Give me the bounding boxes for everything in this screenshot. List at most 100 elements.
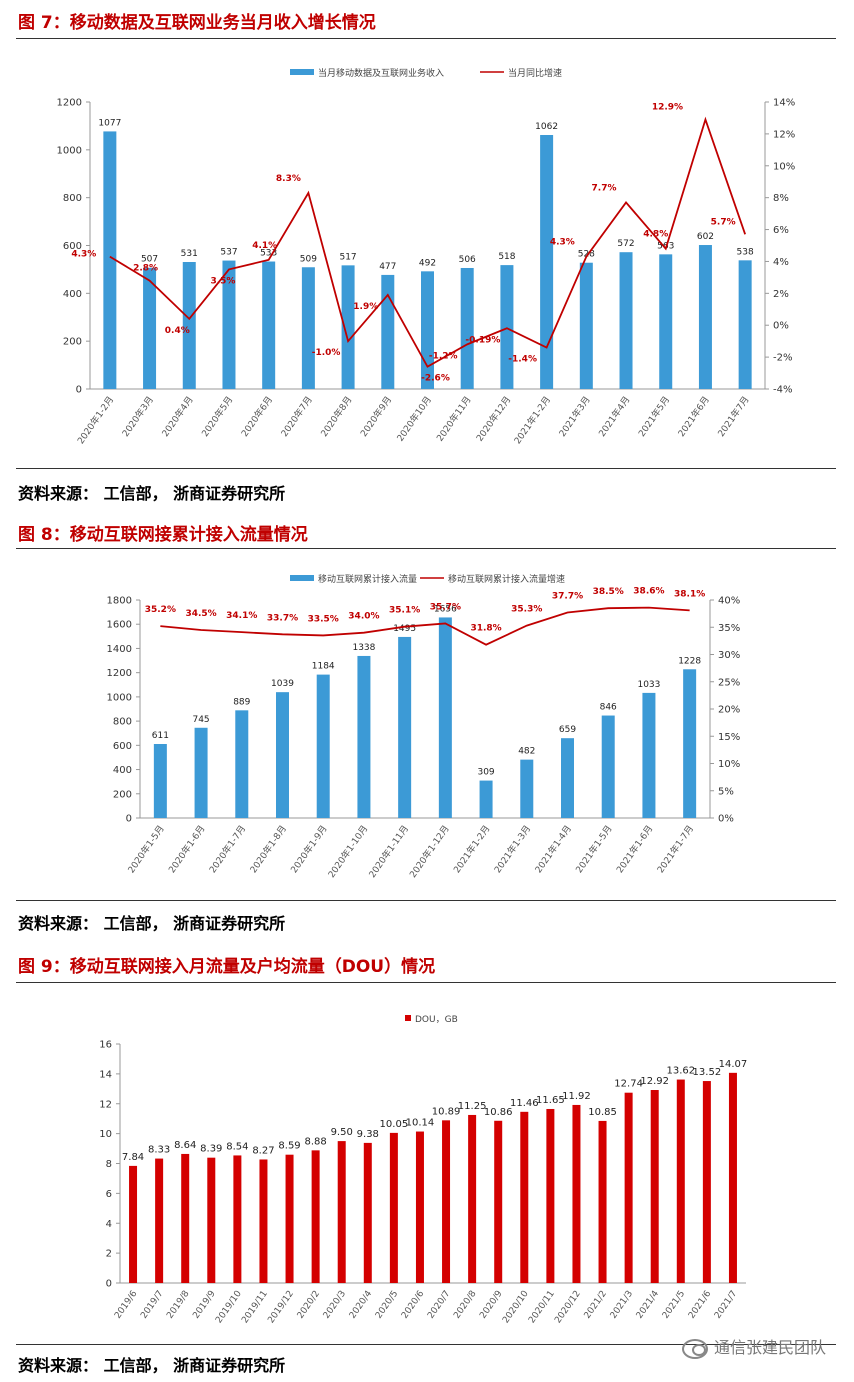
x-tick-label: 2020年5月 — [199, 394, 236, 439]
bar-data-label: 531 — [181, 249, 198, 259]
watermark: 通信张建民团队 — [681, 1334, 826, 1359]
bar-data-label: 572 — [617, 239, 634, 249]
bar — [442, 1120, 451, 1283]
bar-data-label: 14.07 — [719, 1059, 748, 1070]
bar — [235, 710, 249, 818]
bar — [659, 254, 673, 389]
bar-data-label: 10.14 — [406, 1118, 435, 1129]
bar — [624, 1092, 633, 1283]
bar-data-label: 8.27 — [252, 1145, 274, 1156]
bar-data-label: 538 — [737, 247, 754, 257]
bar — [642, 692, 656, 818]
line-data-label: 3.5% — [210, 276, 235, 286]
bar-data-label: 509 — [300, 254, 317, 264]
x-tick-label: 2021年7月 — [715, 394, 752, 439]
line-data-label: 34.1% — [226, 611, 257, 621]
bar-data-label: 889 — [233, 697, 250, 707]
x-tick-label: 2019/9 — [191, 1289, 218, 1321]
bar-data-label: 1039 — [271, 679, 294, 689]
y-right-tick-label: 2% — [773, 289, 789, 300]
bar — [262, 261, 276, 389]
x-tick-label: 2020/7 — [426, 1289, 452, 1321]
y-left-tick-label: 0 — [126, 814, 132, 825]
line-data-label: 38.5% — [593, 587, 624, 597]
legend-label: 移动互联网累计接入流量 — [318, 573, 417, 585]
bar-data-label: 10.05 — [380, 1119, 409, 1130]
line-data-label: -0.19% — [465, 335, 500, 345]
line-data-label: 2.8% — [133, 264, 158, 274]
x-tick-label: 2021/2 — [583, 1289, 609, 1321]
y-right-tick-label: -2% — [773, 353, 792, 364]
bar — [233, 1155, 242, 1283]
x-tick-label: 2020年1-5月 — [125, 823, 167, 875]
bar-data-label: 1338 — [352, 643, 375, 653]
bar-data-label: 477 — [379, 262, 396, 272]
bar-data-label: 528 — [578, 250, 595, 260]
y-right-tick-label: 0% — [773, 321, 789, 332]
y-right-tick-label: 20% — [718, 705, 740, 716]
legend-label: DOU，GB — [415, 1015, 458, 1025]
x-tick-label: 2020年1-11月 — [366, 823, 411, 880]
bar-data-label: 659 — [559, 725, 576, 735]
x-tick-label: 2020年11月 — [434, 394, 474, 444]
bar-data-label: 8.88 — [304, 1136, 326, 1147]
figure-9-source: 资料来源： 工信部， 浙商证券研究所 — [18, 1356, 286, 1375]
y-left-tick-label: 1600 — [107, 620, 132, 631]
y-right-tick-label: 40% — [718, 596, 740, 607]
x-tick-label: 2019/12 — [266, 1289, 296, 1325]
bar — [155, 1158, 164, 1283]
bar — [181, 1153, 190, 1283]
y-right-tick-label: 30% — [718, 650, 740, 661]
figure-9-chart: 0 2 4 6 8 10 12 14 16 2019/6 2019/7 2019/8 2019/9 201… — [99, 1015, 748, 1325]
y-left-tick-label: 1200 — [107, 668, 132, 679]
y-left-tick-label: 16 — [99, 1040, 112, 1051]
bar-data-label: 8.39 — [200, 1144, 222, 1155]
y-left-tick-label: 800 — [113, 717, 132, 728]
y-right-tick-label: 8% — [773, 193, 789, 204]
figure-9-top-rule — [16, 982, 836, 983]
x-tick-label: 2021年1-7月 — [654, 823, 696, 875]
line-data-label: 7.7% — [592, 183, 617, 193]
bar-data-label: 8.54 — [226, 1141, 248, 1152]
wechat-icon — [681, 1338, 708, 1359]
bar-data-label: 1077 — [98, 118, 121, 128]
legend-label: 当月移动数据及互联网业务收入 — [318, 67, 444, 79]
bar-data-label: 846 — [600, 703, 617, 713]
figure-7-source: 资料来源： 工信部， 浙商证券研究所 — [18, 484, 286, 503]
bar — [285, 1154, 294, 1283]
bar — [153, 744, 167, 818]
legend-swatch-bar — [405, 1015, 411, 1021]
bar-data-label: 1033 — [637, 680, 660, 690]
y-left-tick-label: 1200 — [57, 98, 82, 109]
line-data-label: -1.4% — [508, 355, 537, 365]
y-left-tick-label: 200 — [63, 337, 82, 348]
bar-data-label: 11.92 — [562, 1091, 591, 1102]
x-tick-label: 2021年6月 — [675, 394, 712, 439]
bar-data-label: 11.46 — [510, 1098, 539, 1109]
line-data-label: 35.1% — [389, 606, 420, 616]
bar — [738, 260, 752, 389]
x-tick-label: 2020/8 — [452, 1289, 479, 1321]
x-tick-label: 2020年1-12月 — [407, 823, 452, 880]
bar-data-label: 12.74 — [614, 1079, 643, 1090]
legend-label: 移动互联网累计接入流量增速 — [448, 573, 565, 585]
bar-data-label: 517 — [339, 252, 356, 262]
x-tick-label: 2020年6月 — [239, 394, 276, 439]
bar — [561, 738, 574, 818]
y-left-tick-label: 0 — [76, 385, 82, 396]
bar-data-label: 13.52 — [693, 1067, 722, 1078]
bar — [103, 131, 117, 389]
x-tick-label: 2020年3月 — [119, 394, 156, 439]
y-left-tick-label: 14 — [99, 1069, 112, 1080]
bar-data-label: 8.33 — [148, 1145, 170, 1156]
x-tick-label: 2020年1-7月 — [207, 823, 249, 875]
bar-data-label: 1656 — [434, 604, 457, 614]
bar — [398, 636, 412, 818]
bar — [520, 759, 534, 818]
y-right-tick-label: 25% — [718, 677, 740, 688]
y-left-tick-label: 4 — [106, 1219, 112, 1230]
y-right-tick-label: 10% — [773, 161, 795, 172]
x-tick-label: 2019/7 — [139, 1289, 165, 1321]
legend-swatch-bar — [290, 575, 314, 581]
x-tick-label: 2020/6 — [400, 1289, 427, 1321]
